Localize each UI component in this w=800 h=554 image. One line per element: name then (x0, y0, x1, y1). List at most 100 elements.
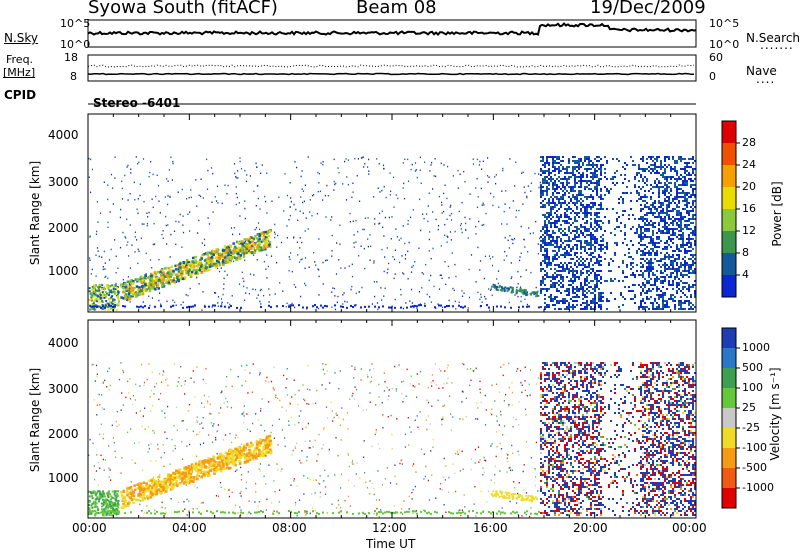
range-cell (670, 194, 672, 196)
range-cell (322, 261, 324, 264)
range-cell (399, 462, 401, 465)
range-cell (548, 184, 550, 186)
echo-cell (495, 287, 498, 290)
echo-cell (210, 258, 214, 262)
echo-cell (114, 284, 117, 287)
echo-cell (88, 290, 91, 293)
range-cell (245, 240, 247, 242)
echo-cell (139, 276, 143, 279)
range-cell (684, 270, 686, 272)
range-cell (578, 200, 580, 202)
range-cell (562, 248, 564, 250)
range-cell (684, 216, 686, 218)
range-cell (600, 204, 602, 206)
range-cell (148, 363, 150, 365)
range-cell (654, 212, 656, 214)
range-cell (598, 184, 600, 186)
range-cell (223, 277, 225, 280)
range-cell (347, 428, 349, 430)
range-cell (554, 298, 556, 300)
range-cell (672, 250, 674, 252)
range-cell (560, 216, 562, 218)
range-cell (686, 224, 688, 226)
echo-cell (215, 264, 219, 267)
echo-cell (224, 259, 228, 262)
range-cell (132, 403, 134, 406)
range-cell (656, 156, 658, 158)
range-cell (642, 290, 644, 292)
range-cell (558, 202, 560, 204)
range-cell (596, 166, 598, 168)
range-cell (126, 244, 128, 246)
range-cell (289, 206, 291, 208)
range-cell (483, 277, 485, 280)
range-cell (640, 228, 642, 230)
range-cell (680, 236, 682, 238)
range-cell (544, 262, 546, 264)
range-cell (229, 432, 231, 435)
echo-cell (169, 275, 172, 278)
range-cell (564, 232, 566, 234)
range-cell (576, 196, 578, 198)
range-cell (552, 304, 554, 306)
range-cell (582, 232, 584, 234)
range-cell (267, 265, 269, 268)
range-cell (527, 185, 529, 187)
range-cell (638, 226, 640, 228)
range-cell (668, 280, 670, 282)
range-cell (558, 168, 560, 170)
echo-cell (214, 256, 218, 259)
range-cell (598, 270, 600, 272)
range-cell (564, 188, 566, 190)
range-cell (692, 232, 694, 234)
range-cell (666, 264, 668, 266)
echo-cell (268, 240, 272, 244)
range-cell (644, 168, 646, 170)
range-cell (524, 389, 526, 392)
range-cell (650, 252, 652, 254)
range-cell (682, 264, 684, 266)
range-cell (598, 216, 600, 218)
range-cell (618, 216, 620, 218)
range-cell (478, 220, 480, 223)
range-cell (402, 187, 404, 189)
range-cell (271, 502, 273, 504)
range-cell (680, 290, 682, 292)
range-cell (548, 212, 550, 214)
range-cell (642, 216, 644, 218)
range-cell (580, 260, 582, 262)
range-cell (646, 228, 648, 230)
range-cell (578, 160, 580, 162)
range-cell (118, 378, 121, 381)
velocity-colorbar-tick-label: 25 (742, 401, 756, 414)
range-cell (588, 228, 590, 230)
range-cell (638, 192, 640, 194)
range-cell (694, 168, 696, 170)
range-cell (339, 370, 341, 372)
range-cell (674, 306, 676, 308)
range-cell (564, 216, 566, 218)
range-cell (127, 380, 129, 383)
range-cell (686, 204, 688, 206)
range-cell (275, 396, 277, 399)
echo-cell (506, 290, 509, 292)
range-cell (537, 243, 539, 245)
range-cell (648, 156, 650, 158)
echo-cell (220, 253, 224, 256)
range-cell (672, 254, 674, 256)
velocity-colorbar-tick-label: 100 (742, 381, 763, 394)
range-cell (400, 237, 402, 240)
range-cell (568, 160, 570, 162)
range-cell (668, 204, 670, 206)
echo-cell (215, 265, 218, 269)
range-cell (668, 202, 670, 204)
range-cell (686, 252, 688, 254)
range-cell (458, 449, 460, 451)
range-cell (485, 212, 487, 215)
range-cell (234, 504, 237, 507)
echo-cell (117, 298, 120, 301)
echo-cell (490, 285, 493, 288)
range-cell (388, 216, 390, 219)
range-cell (640, 244, 642, 246)
range-cell (548, 174, 550, 176)
